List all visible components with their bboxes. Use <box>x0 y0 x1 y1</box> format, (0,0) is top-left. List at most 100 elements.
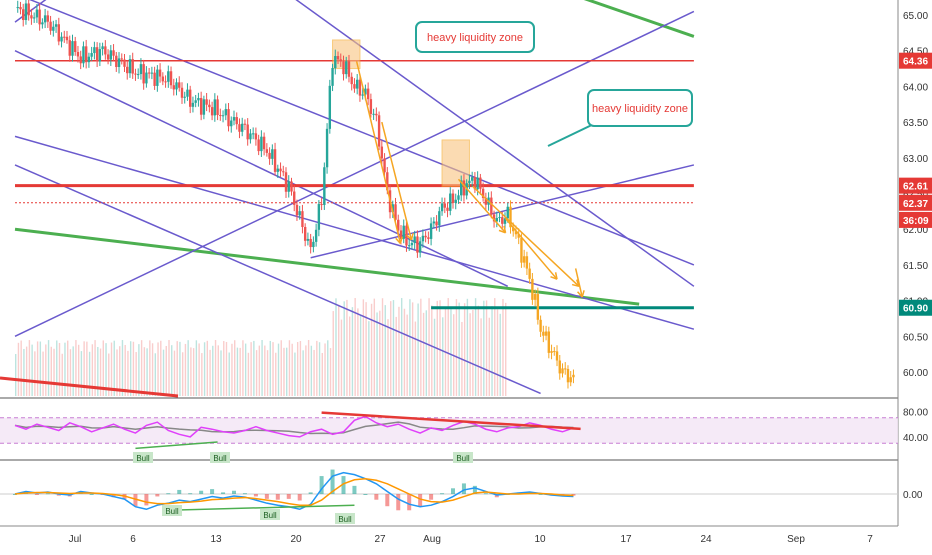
candle-body[interactable] <box>462 180 466 196</box>
candle-body[interactable] <box>312 241 315 248</box>
candle-body[interactable] <box>145 72 148 84</box>
candle-body[interactable] <box>30 15 33 19</box>
liquidity-zone-2[interactable] <box>441 139 470 187</box>
candle-body[interactable] <box>115 55 118 68</box>
candle-body[interactable] <box>369 99 373 114</box>
candle-body[interactable] <box>254 133 258 140</box>
candle-body[interactable] <box>525 256 529 269</box>
candle-body[interactable] <box>416 236 419 253</box>
projection-arrow[interactable] <box>504 218 558 280</box>
candle-body[interactable] <box>325 128 329 168</box>
candle-body[interactable] <box>547 331 551 353</box>
candle-body[interactable] <box>361 94 364 96</box>
candle-body[interactable] <box>180 87 184 98</box>
candle-body[interactable] <box>175 82 178 90</box>
candle-body[interactable] <box>512 227 515 232</box>
candle-body[interactable] <box>301 211 304 227</box>
candle-body[interactable] <box>161 76 165 82</box>
candle-body[interactable] <box>235 117 238 125</box>
candle-body[interactable] <box>153 72 156 86</box>
candle-body[interactable] <box>355 79 359 89</box>
candle-body[interactable] <box>164 81 167 83</box>
candle-body[interactable] <box>128 59 132 74</box>
candle-body[interactable] <box>84 46 88 63</box>
candle-body[interactable] <box>169 71 173 86</box>
candle-body[interactable] <box>54 24 58 27</box>
candle-body[interactable] <box>399 230 403 239</box>
candle-body[interactable] <box>377 115 381 147</box>
candle-body[interactable] <box>167 71 170 82</box>
candle-body[interactable] <box>98 49 102 62</box>
candle-body[interactable] <box>142 64 145 84</box>
candle-body[interactable] <box>117 58 121 68</box>
candle-body[interactable] <box>232 117 236 121</box>
rsi-bull-divergence-line[interactable] <box>135 441 218 450</box>
candle-body[interactable] <box>484 197 488 205</box>
projection-arrow[interactable] <box>472 185 580 287</box>
candle-body[interactable] <box>290 181 293 192</box>
candle-body[interactable] <box>358 79 362 96</box>
candle-body[interactable] <box>533 294 537 300</box>
candle-body[interactable] <box>284 172 288 192</box>
candle-body[interactable] <box>197 97 200 101</box>
candle-body[interactable] <box>139 64 143 75</box>
candle-body[interactable] <box>126 66 129 74</box>
candle-body[interactable] <box>202 99 206 115</box>
candle-body[interactable] <box>323 167 326 205</box>
candle-body[interactable] <box>336 56 340 60</box>
candle-body[interactable] <box>386 172 389 191</box>
candle-body[interactable] <box>550 351 553 353</box>
candle-body[interactable] <box>249 133 252 140</box>
candle-body[interactable] <box>473 177 477 190</box>
candle-body[interactable] <box>492 214 496 222</box>
candle-body[interactable] <box>449 193 452 211</box>
candle-body[interactable] <box>186 89 189 97</box>
candle-body[interactable] <box>22 9 25 21</box>
candle-body[interactable] <box>147 72 151 74</box>
candle-body[interactable] <box>424 235 427 238</box>
candle-body[interactable] <box>221 115 225 117</box>
candle-body[interactable] <box>394 204 397 220</box>
candle-body[interactable] <box>260 136 263 152</box>
candle-body[interactable] <box>106 54 110 60</box>
candle-body[interactable] <box>38 9 41 25</box>
price-tag-support[interactable]: 60.90 <box>903 304 928 315</box>
candle-body[interactable] <box>438 211 441 226</box>
candle-body[interactable] <box>501 217 504 224</box>
projection-arrow[interactable] <box>457 178 507 234</box>
candle-body[interactable] <box>41 22 44 25</box>
candle-body[interactable] <box>383 158 386 173</box>
price-tag-resistance[interactable]: 62.37 <box>903 199 928 210</box>
candle-body[interactable] <box>561 368 564 374</box>
candle-body[interactable] <box>413 236 416 243</box>
candle-body[interactable] <box>402 225 405 239</box>
candle-body[interactable] <box>32 17 36 19</box>
candle-body[interactable] <box>90 53 93 57</box>
candle-body[interactable] <box>509 206 512 228</box>
candle-body[interactable] <box>112 50 115 56</box>
candle-body[interactable] <box>536 294 540 320</box>
candle-body[interactable] <box>87 56 91 63</box>
candle-body[interactable] <box>298 211 301 216</box>
candle-body[interactable] <box>391 204 394 213</box>
candle-body[interactable] <box>246 124 249 140</box>
candle-body[interactable] <box>123 59 126 67</box>
candle-body[interactable] <box>82 46 85 64</box>
candle-body[interactable] <box>350 76 353 85</box>
candle-body[interactable] <box>150 72 154 74</box>
candle-body[interactable] <box>460 180 463 196</box>
candle-body[interactable] <box>432 221 436 224</box>
candle-body[interactable] <box>468 180 471 184</box>
candle-body[interactable] <box>443 203 446 208</box>
candle-body[interactable] <box>397 219 400 231</box>
candle-body[interactable] <box>572 374 575 378</box>
candle-body[interactable] <box>210 107 214 116</box>
candle-body[interactable] <box>282 171 285 173</box>
candle-body[interactable] <box>366 88 370 100</box>
candle-body[interactable] <box>528 268 531 279</box>
candle-body[interactable] <box>303 226 307 241</box>
candle-body[interactable] <box>334 56 337 69</box>
candle-body[interactable] <box>503 218 507 224</box>
candle-body[interactable] <box>440 203 444 212</box>
candle-body[interactable] <box>183 96 186 98</box>
